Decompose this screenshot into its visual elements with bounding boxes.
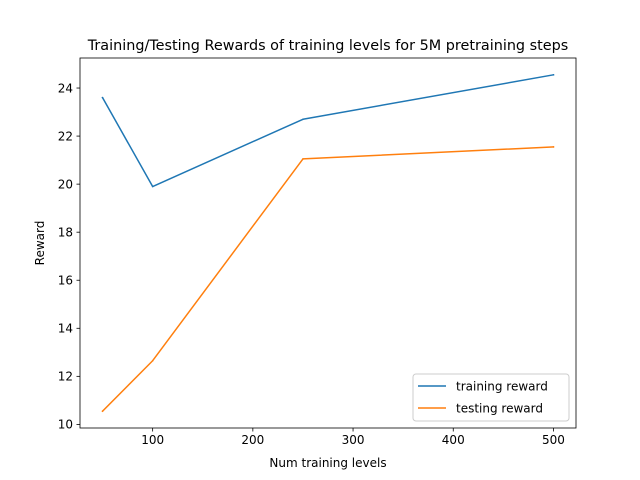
plot-frame	[79, 57, 577, 429]
y-tick-label: 22	[58, 129, 73, 143]
y-tick-label: 14	[58, 322, 73, 336]
x-axis-label: Num training levels	[269, 456, 386, 470]
data-point-training-reward	[101, 96, 104, 99]
y-axis-label: Reward	[33, 221, 47, 266]
y-tick-label: 10	[58, 418, 73, 432]
data-point-training-reward	[552, 74, 555, 76]
data-point-testing-reward	[101, 410, 104, 412]
legend-label-training-reward: training reward	[456, 379, 548, 393]
legend-label-testing-reward: testing reward	[456, 401, 543, 415]
y-tick-label: 24	[58, 81, 73, 95]
data-point-training-reward	[151, 185, 154, 188]
data-point-testing-reward	[302, 158, 304, 160]
y-tick-label: 12	[58, 370, 73, 384]
series-layer	[101, 73, 555, 413]
x-tick-label: 200	[241, 433, 264, 447]
y-tick-label: 16	[58, 274, 73, 288]
data-point-training-reward	[302, 118, 304, 121]
series-line-testing-reward	[101, 146, 555, 413]
legend: training reward testing reward	[412, 373, 570, 422]
data-point-testing-reward	[552, 146, 555, 148]
x-tick-label: 100	[141, 433, 164, 447]
legend-box	[412, 373, 570, 422]
x-tick-label: 500	[542, 433, 565, 447]
x-axis-ticks: 100 200 300 400 500	[141, 428, 565, 447]
series-line-training-reward	[101, 73, 555, 188]
data-point-testing-reward	[151, 359, 154, 362]
y-tick-label: 20	[58, 177, 73, 191]
y-axis-ticks: 10 12 14 16 18 20 22 24	[58, 81, 80, 432]
x-tick-label: 400	[442, 433, 465, 447]
y-tick-label: 18	[58, 225, 73, 239]
x-tick-label: 300	[342, 433, 365, 447]
chart-title: Training/Testing Rewards of training lev…	[87, 38, 569, 54]
